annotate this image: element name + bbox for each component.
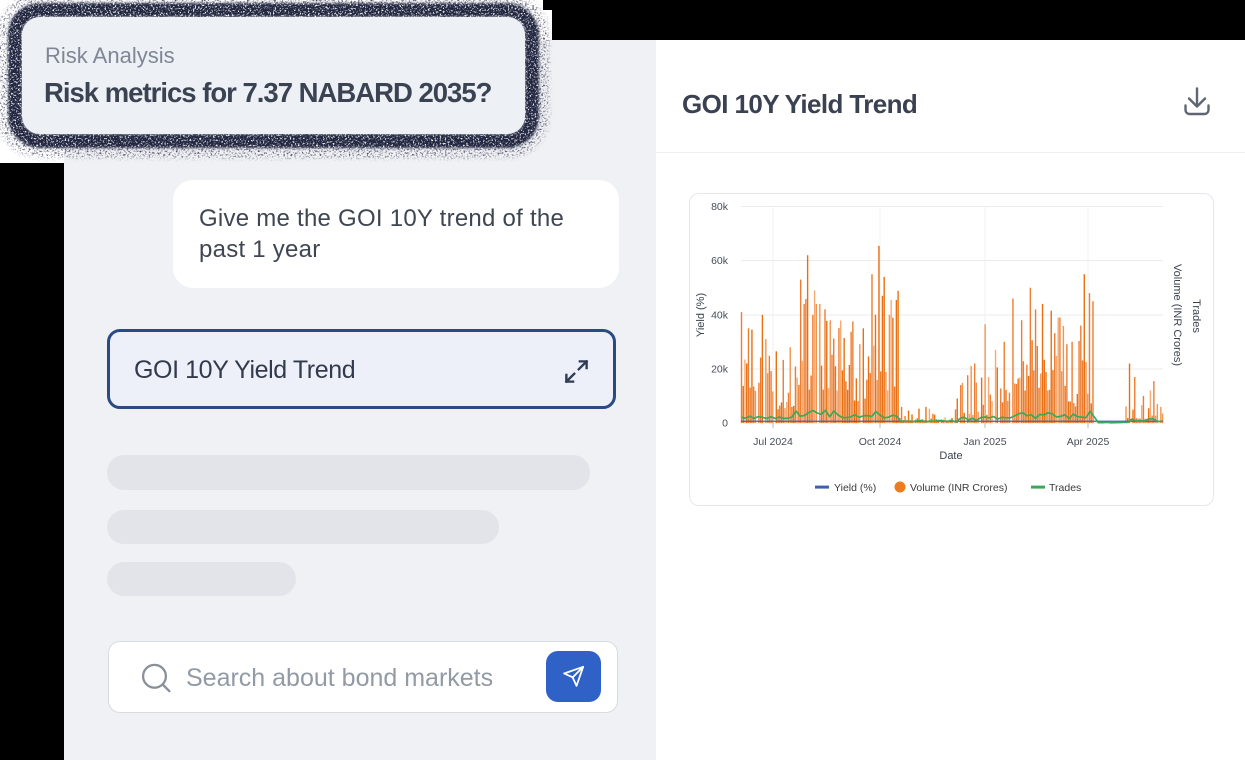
svg-text:Yield (%): Yield (%) — [695, 293, 707, 337]
svg-text:Volume (INR Crores): Volume (INR Crores) — [1171, 264, 1183, 366]
svg-text:Jul 2024: Jul 2024 — [753, 436, 793, 448]
svg-text:Oct 2024: Oct 2024 — [859, 436, 902, 448]
svg-text:Volume (INR Crores): Volume (INR Crores) — [910, 482, 1007, 494]
svg-text:60k: 60k — [711, 255, 729, 267]
svg-text:Jan 2025: Jan 2025 — [963, 436, 1006, 448]
svg-text:Apr 2025: Apr 2025 — [1067, 436, 1110, 448]
svg-text:Date: Date — [939, 450, 962, 462]
svg-text:Yield (%): Yield (%) — [834, 482, 876, 494]
svg-text:Trades: Trades — [1190, 299, 1202, 333]
svg-text:40k: 40k — [711, 309, 729, 321]
svg-text:80k: 80k — [711, 201, 729, 213]
svg-text:Trades: Trades — [1049, 482, 1081, 494]
svg-text:0: 0 — [722, 418, 728, 430]
svg-text:20k: 20k — [711, 364, 729, 376]
